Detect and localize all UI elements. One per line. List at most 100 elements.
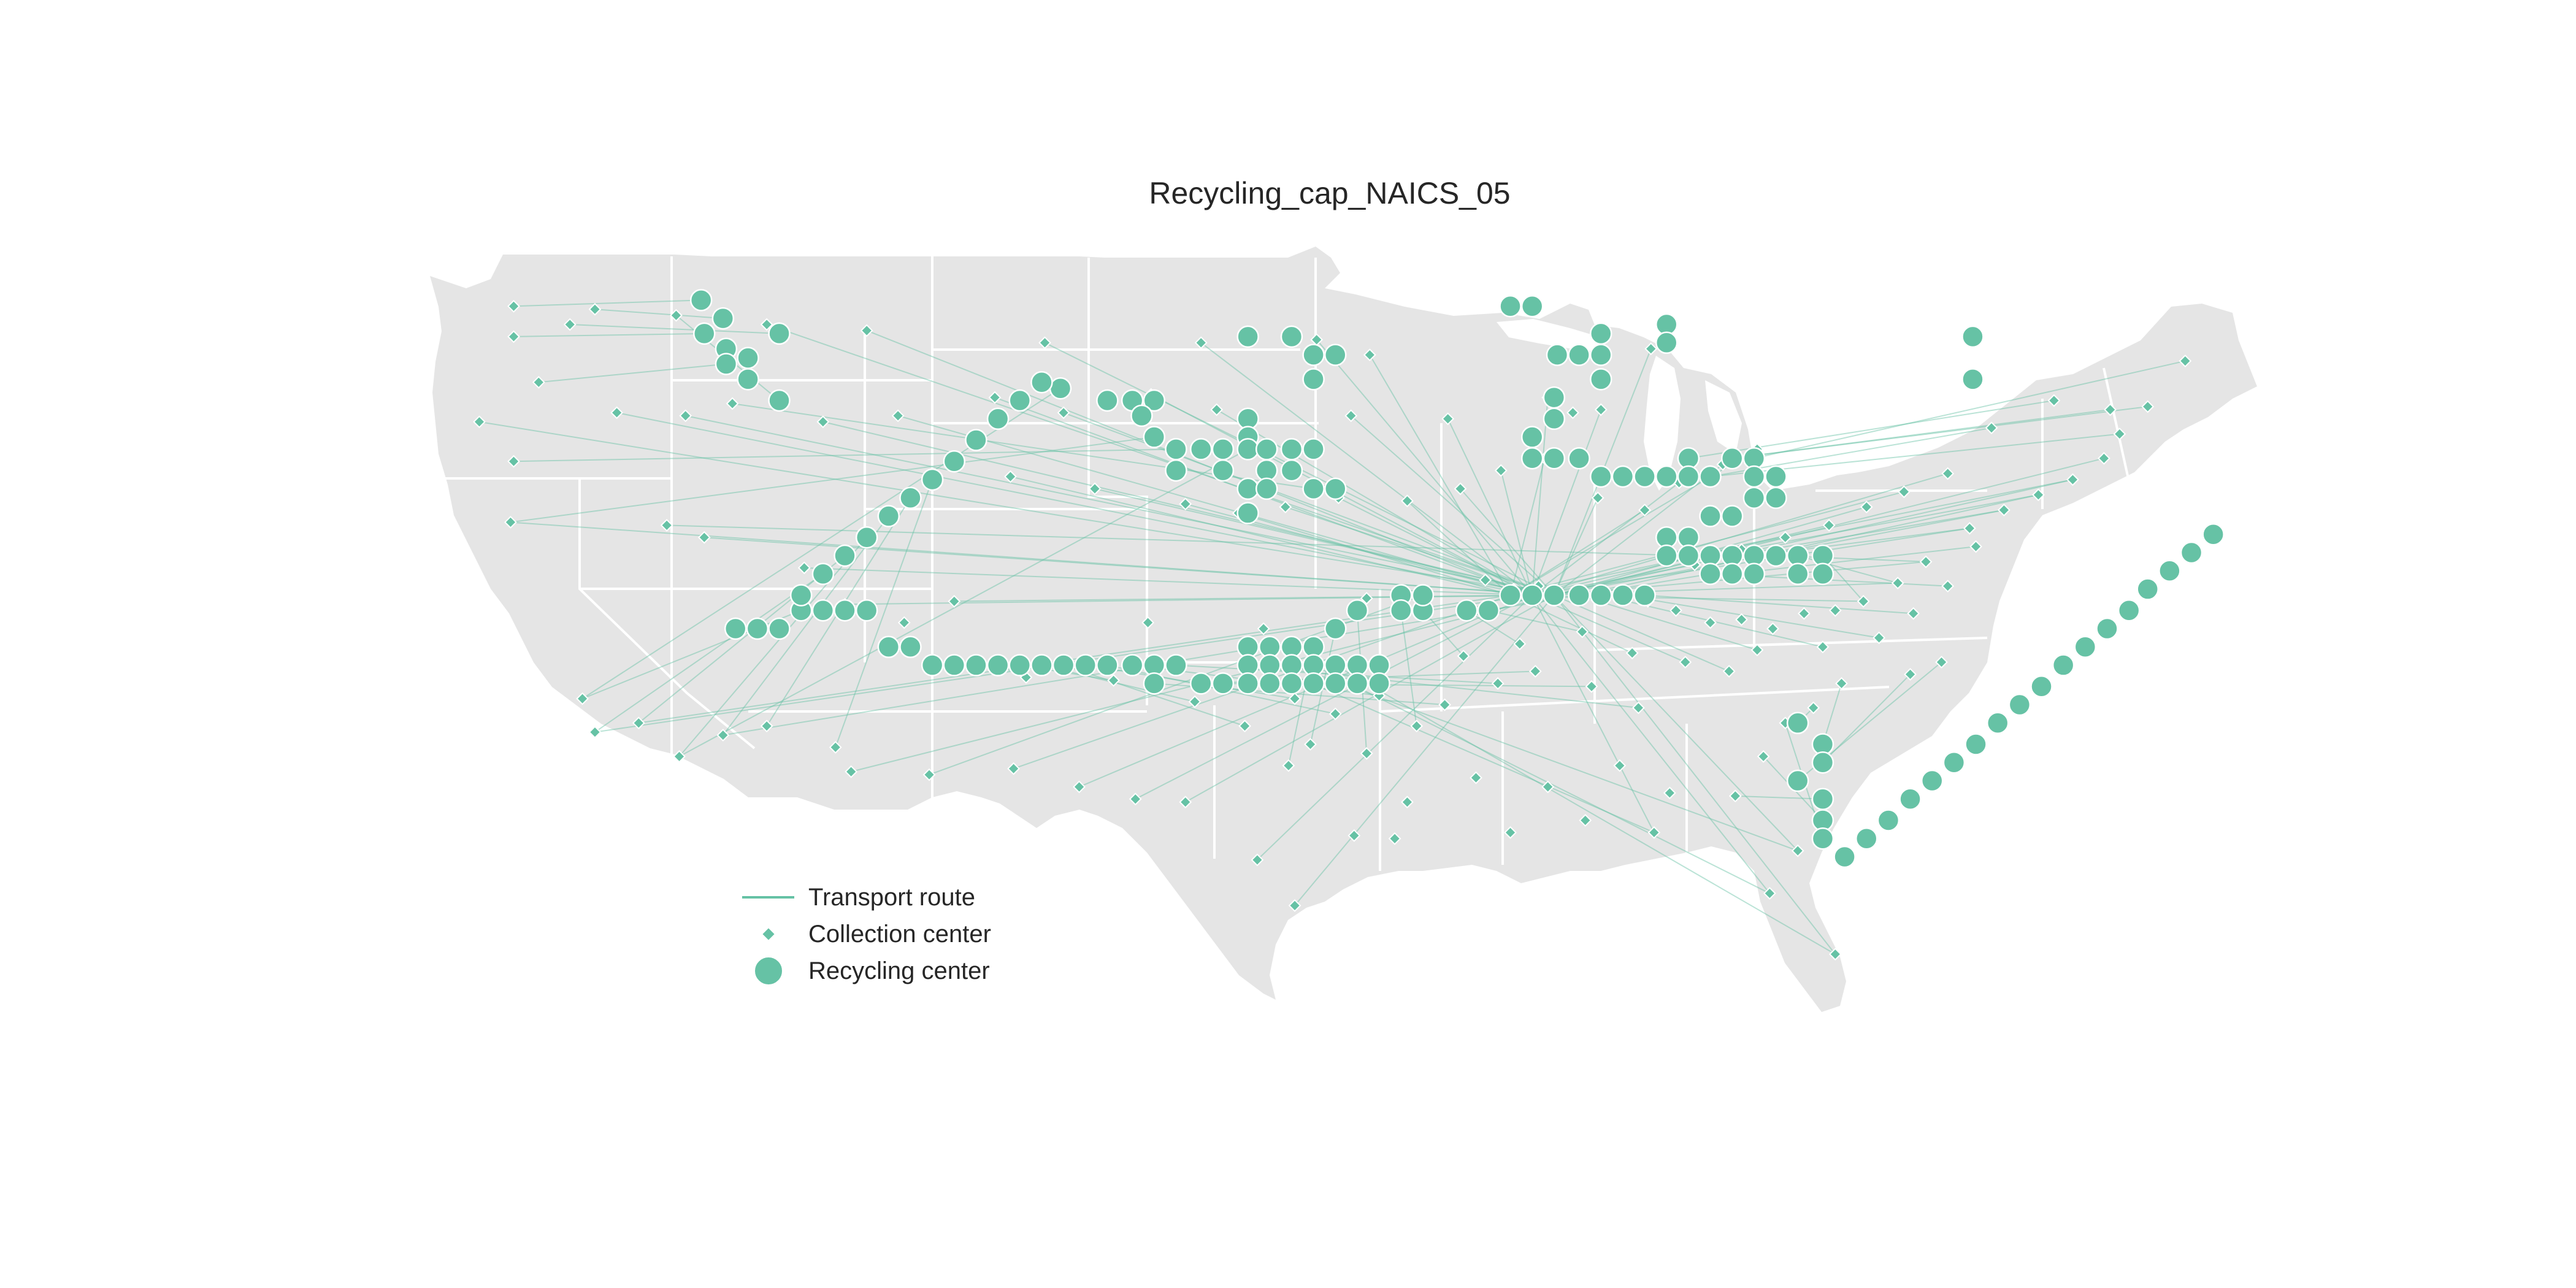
recycling-center-marker bbox=[1856, 828, 1877, 849]
recycling-center-marker bbox=[725, 618, 746, 639]
recycling-center-marker bbox=[713, 308, 734, 329]
recycling-center-marker bbox=[1678, 545, 1699, 566]
recycling-center-marker bbox=[922, 655, 943, 676]
recycling-center-marker bbox=[1281, 673, 1302, 694]
recycling-center-marker bbox=[1303, 345, 1324, 366]
recycling-center-marker bbox=[1544, 408, 1565, 429]
recycling-center-marker bbox=[1922, 770, 1942, 791]
recycling-center-marker bbox=[856, 600, 877, 621]
recycling-center-marker bbox=[769, 323, 790, 344]
recycling-center-marker bbox=[900, 637, 921, 657]
recycling-center-marker bbox=[965, 430, 986, 451]
recycling-center-marker bbox=[2159, 561, 2180, 581]
recycling-center-marker bbox=[1122, 655, 1143, 676]
recycling-center-marker bbox=[1700, 506, 1721, 527]
recycling-center-marker bbox=[1050, 378, 1071, 399]
recycling-center-marker bbox=[1281, 326, 1302, 347]
legend-row-recycling: Recycling center bbox=[730, 954, 1049, 988]
collection-center-marker bbox=[589, 727, 600, 738]
recycling-center-marker bbox=[1325, 673, 1346, 694]
recycling-center-marker bbox=[694, 323, 715, 344]
recycling-center-marker bbox=[1590, 466, 1611, 487]
recycling-center-marker bbox=[2053, 655, 2074, 676]
recycling-center-marker bbox=[1031, 655, 1052, 676]
recycling-center-marker bbox=[856, 527, 877, 548]
recycling-center-marker bbox=[1590, 369, 1611, 389]
recycling-center-marker bbox=[1238, 326, 1259, 347]
recycling-center-marker bbox=[1544, 585, 1565, 605]
recycling-center-marker bbox=[835, 600, 856, 621]
recycling-center-marker bbox=[1547, 345, 1568, 366]
recycling-center-marker bbox=[813, 564, 834, 585]
legend-row-collection: Collection center bbox=[730, 917, 1049, 951]
recycling-center-marker bbox=[1612, 466, 1633, 487]
recycling-center-marker bbox=[1766, 545, 1787, 566]
recycling-center-marker bbox=[1569, 448, 1590, 469]
recycling-center-marker bbox=[1744, 564, 1765, 585]
recycling-center-marker bbox=[1722, 448, 1742, 469]
recycling-center-marker bbox=[1787, 770, 1808, 791]
recycling-center-marker bbox=[1238, 478, 1259, 499]
recycling-center-marker bbox=[1165, 439, 1186, 459]
recycling-center-marker bbox=[1165, 460, 1186, 481]
recycling-center-marker bbox=[1812, 564, 1833, 585]
recycling-center-marker bbox=[1590, 345, 1611, 366]
circle-marker-swatch bbox=[730, 954, 797, 988]
recycling-center-marker bbox=[1744, 488, 1765, 508]
legend-label-route: Transport route bbox=[808, 884, 975, 911]
recycling-center-marker bbox=[1256, 478, 1277, 499]
recycling-center-marker bbox=[1213, 439, 1233, 459]
recycling-center-marker bbox=[1522, 296, 1543, 316]
recycling-center-marker bbox=[1213, 460, 1233, 481]
recycling-center-marker bbox=[1590, 585, 1611, 605]
recycling-center-marker bbox=[1722, 506, 1742, 527]
recycling-center-marker bbox=[2096, 618, 2117, 639]
recycling-center-marker bbox=[1522, 585, 1543, 605]
recycling-center-marker bbox=[769, 618, 790, 639]
recycling-center-marker bbox=[1744, 466, 1765, 487]
recycling-center-marker bbox=[1966, 734, 1987, 755]
recycling-center-marker bbox=[1190, 673, 1211, 694]
recycling-center-marker bbox=[1987, 713, 2008, 734]
recycling-center-marker bbox=[1478, 600, 1499, 621]
recycling-center-marker bbox=[1700, 466, 1721, 487]
recycling-center-marker bbox=[1812, 752, 1833, 773]
recycling-center-marker bbox=[1238, 439, 1259, 459]
recycling-center-marker bbox=[1766, 466, 1787, 487]
recycling-center-marker bbox=[1544, 448, 1565, 469]
recycling-center-marker bbox=[1097, 390, 1117, 411]
legend-label-collection: Collection center bbox=[808, 921, 991, 948]
recycling-center-marker bbox=[944, 451, 965, 472]
recycling-center-marker bbox=[769, 390, 790, 411]
recycling-center-marker bbox=[1010, 655, 1030, 676]
recycling-center-marker bbox=[1144, 427, 1165, 448]
recycling-center-marker bbox=[1075, 655, 1096, 676]
recycling-center-marker bbox=[2075, 637, 2096, 657]
recycling-center-marker bbox=[1303, 439, 1324, 459]
recycling-center-marker bbox=[1347, 600, 1368, 621]
legend: Transport route Collection center Recycl… bbox=[730, 880, 1049, 997]
recycling-center-marker bbox=[691, 289, 711, 310]
recycling-center-marker bbox=[1678, 466, 1699, 487]
recycling-center-marker bbox=[1812, 789, 1833, 810]
recycling-center-marker bbox=[878, 637, 899, 657]
recycling-center-marker bbox=[1590, 323, 1611, 344]
recycling-center-marker bbox=[1303, 478, 1324, 499]
recycling-center-marker bbox=[1944, 752, 1965, 773]
recycling-center-marker bbox=[2203, 524, 2224, 545]
recycling-center-marker bbox=[1500, 585, 1521, 605]
recycling-center-marker bbox=[738, 348, 759, 369]
route-line-swatch bbox=[730, 880, 797, 914]
recycling-center-marker bbox=[2181, 542, 2202, 563]
recycling-center-marker bbox=[835, 545, 856, 566]
recycling-center-marker bbox=[1787, 713, 1808, 734]
recycling-center-marker bbox=[1303, 673, 1324, 694]
recycling-center-marker bbox=[1325, 618, 1346, 639]
recycling-center-marker bbox=[1190, 439, 1211, 459]
recycling-center-marker bbox=[1766, 488, 1787, 508]
recycling-center-marker bbox=[747, 618, 768, 639]
recycling-center-marker bbox=[1522, 427, 1543, 448]
recycling-center-marker bbox=[965, 655, 986, 676]
recycling-center-marker bbox=[1612, 585, 1633, 605]
